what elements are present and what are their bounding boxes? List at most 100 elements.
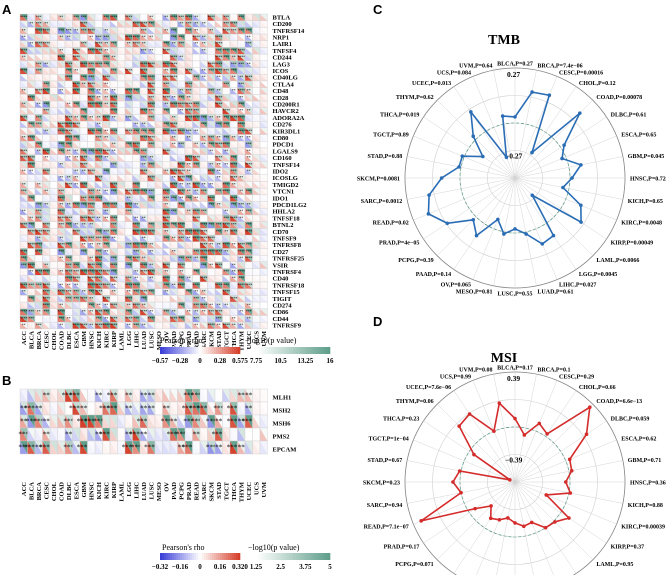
significance-stars: ** xyxy=(89,223,93,227)
significance-stars: ** xyxy=(142,236,146,240)
heatmap-cell: *** xyxy=(102,54,111,62)
heatmap-cell: **** xyxy=(79,234,88,243)
radar-point-tgct xyxy=(460,154,465,158)
significance-stars: ** xyxy=(37,310,41,314)
heatmap-cell xyxy=(27,47,36,55)
legend-swatch xyxy=(261,553,264,560)
heatmap-cell xyxy=(237,295,246,303)
heatmap-cell xyxy=(94,201,103,209)
heatmap-cell xyxy=(49,74,58,82)
heatmap-cell: ** xyxy=(72,114,81,122)
heatmap-cell: ** xyxy=(94,87,103,95)
heatmap-cell: *** xyxy=(177,94,186,102)
heatmap-cell: **** xyxy=(192,114,201,122)
heatmap-cell xyxy=(147,254,156,263)
significance-stars: **** xyxy=(148,89,156,93)
heatmap-cell xyxy=(72,194,81,202)
heatmap-cell xyxy=(222,308,231,316)
radar-category-label: MESO,P=0.81 xyxy=(456,289,493,295)
significance-stars: ** xyxy=(127,303,131,307)
radar-category-label: UCEC,P=7.6e−06 xyxy=(406,385,451,391)
significance-stars: **** xyxy=(88,49,96,53)
heatmap-cell xyxy=(42,13,51,21)
significance-stars: **** xyxy=(58,129,66,133)
significance-stars: **** xyxy=(65,129,73,133)
significance-stars: ** xyxy=(74,283,78,287)
heatmap-cell: **** xyxy=(124,281,133,289)
column-label-paad: PAAD xyxy=(171,331,178,349)
heatmap-cell xyxy=(237,147,246,155)
column-label-sarc: SARC xyxy=(201,482,208,500)
heatmap-cell: ** xyxy=(27,268,36,276)
heatmap-cell: **** xyxy=(139,60,148,68)
heatmap-cell: **** xyxy=(244,161,253,169)
significance-stars: **** xyxy=(43,297,51,301)
heatmap-cell: **** xyxy=(109,127,118,135)
significance-stars: *** xyxy=(178,257,184,261)
heatmap-cell xyxy=(214,288,223,296)
heatmap-cell: **** xyxy=(177,167,186,176)
heatmap-cell xyxy=(154,167,163,176)
heatmap-cell: **** xyxy=(27,94,36,102)
heatmap-cell xyxy=(192,241,201,249)
heatmap-cell xyxy=(207,54,216,62)
significance-stars: ** xyxy=(224,250,228,254)
significance-stars: **** xyxy=(20,116,28,120)
heatmap-cell: ** xyxy=(94,427,103,442)
heatmap-cell: ** xyxy=(192,308,201,316)
row-label-cd44: CD44 xyxy=(273,316,290,323)
heatmap-cell xyxy=(109,208,118,216)
heatmap-cell: **** xyxy=(162,261,171,269)
significance-stars: *** xyxy=(238,102,244,106)
heatmap-cell: **** xyxy=(237,54,246,62)
significance-stars: **** xyxy=(185,116,193,120)
significance-stars: ** xyxy=(89,297,93,301)
heatmap-cell xyxy=(252,388,261,403)
heatmap-cell xyxy=(184,74,193,82)
heatmap-cell: *** xyxy=(184,20,193,28)
significance-stars: **** xyxy=(28,156,36,160)
heatmap-cell: **** xyxy=(162,208,171,216)
heatmap-cell xyxy=(244,295,253,303)
heatmap-cell xyxy=(192,47,201,55)
significance-stars: **** xyxy=(170,102,178,106)
significance-stars: ** xyxy=(164,102,168,106)
heatmap-cell xyxy=(42,120,51,129)
heatmap-cell: **** xyxy=(57,54,66,62)
heatmap-cell xyxy=(19,120,28,129)
heatmap-cell: ** xyxy=(72,174,81,182)
heatmap-cell: ** xyxy=(214,74,223,82)
column-label-pcpg: PCPG xyxy=(178,482,185,500)
legend-swatch xyxy=(202,347,205,354)
significance-stars: *** xyxy=(208,223,214,227)
heatmap-cell: **** xyxy=(177,127,186,135)
legend-swatch xyxy=(162,553,165,560)
heatmap-cell xyxy=(177,47,186,55)
heatmap-cell: **** xyxy=(34,268,43,276)
legend-swatch xyxy=(184,347,187,354)
significance-stars: *** xyxy=(171,35,177,39)
heatmap-cell xyxy=(154,194,163,202)
significance-stars: **** xyxy=(215,310,223,314)
heatmap-cell: ** xyxy=(162,167,171,176)
heatmap-cell xyxy=(169,401,178,416)
heatmap-cell xyxy=(154,94,163,102)
heatmap-cell xyxy=(94,181,103,189)
heatmap-cell: **** xyxy=(162,127,171,135)
heatmap-cell: **** xyxy=(27,241,36,249)
heatmap-cell: **** xyxy=(34,248,43,256)
significance-stars: **** xyxy=(193,236,201,240)
significance-stars: **** xyxy=(65,277,73,281)
significance-stars: **** xyxy=(163,89,171,93)
heatmap-cell xyxy=(49,20,58,28)
heatmap-cell: **** xyxy=(94,194,103,202)
heatmap-cell: **** xyxy=(162,221,171,229)
significance-stars: **** xyxy=(245,76,253,80)
row-label-msh6: MSH6 xyxy=(273,420,292,427)
heatmap-cell: **** xyxy=(199,241,208,249)
heatmap-cell xyxy=(87,120,96,129)
heatmap-cell xyxy=(184,427,193,442)
heatmap-cell: *** xyxy=(237,80,246,88)
heatmap-cell xyxy=(27,275,36,283)
heatmap-cell: *** xyxy=(244,221,253,229)
